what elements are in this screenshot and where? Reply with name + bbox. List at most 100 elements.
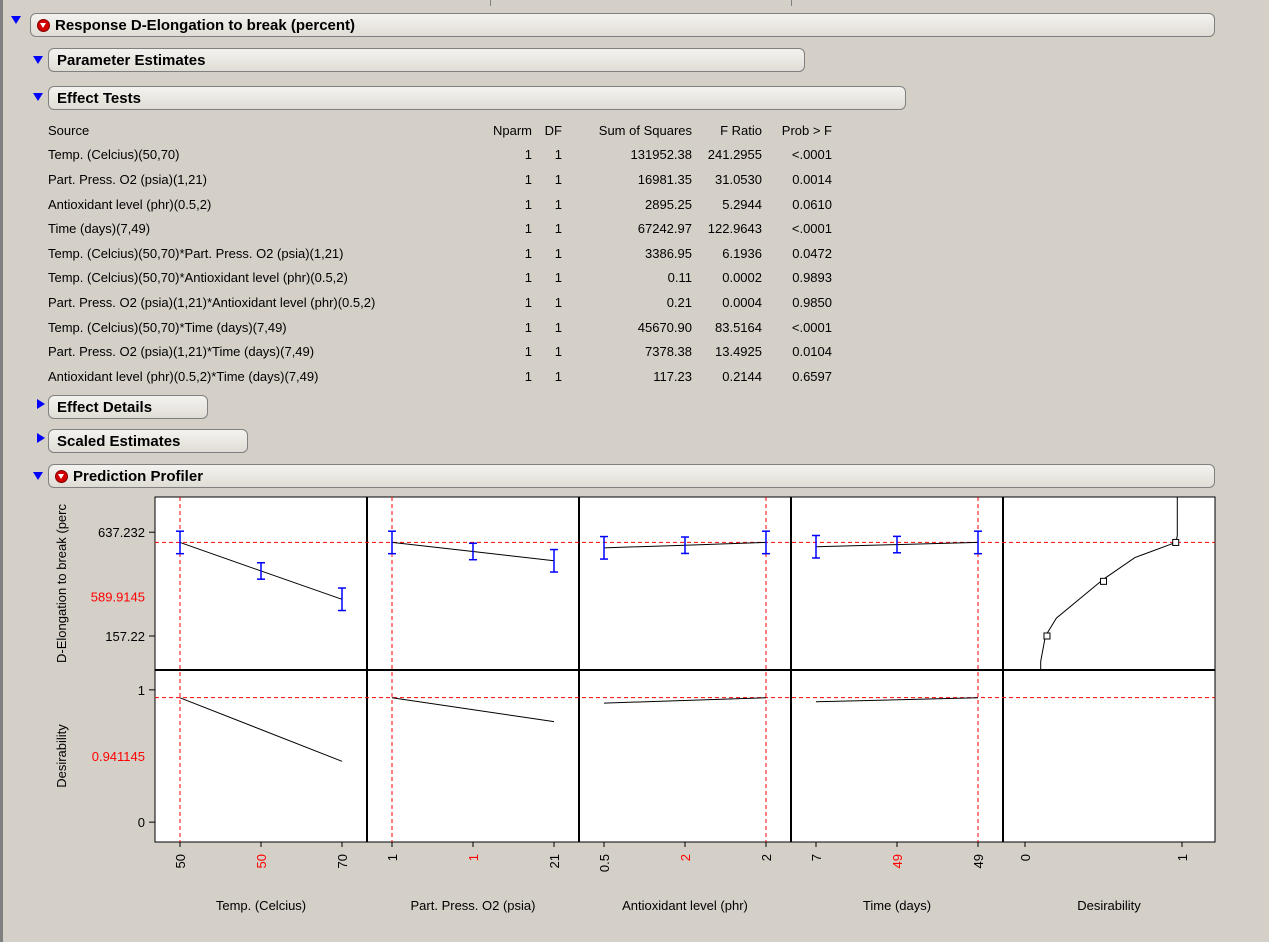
- x-tick-label: 1: [385, 854, 400, 861]
- table-cell: 0.0002: [722, 270, 762, 286]
- expand-effect-details-icon[interactable]: [37, 399, 45, 409]
- table-cell: 1: [554, 147, 562, 163]
- table-cell: Temp. (Celcius)(50,70)*Time (days)(7,49): [48, 319, 287, 335]
- table-cell: 0.21: [666, 294, 692, 310]
- scaled-estimates-header[interactable]: Scaled Estimates: [48, 429, 248, 453]
- top-scroll-remnant: [490, 0, 792, 6]
- table-cell: 1: [524, 319, 532, 335]
- table-cell: 0.0004: [722, 294, 762, 310]
- current-factor-value: 1: [466, 854, 481, 861]
- column-header[interactable]: Source: [48, 122, 90, 138]
- table-cell: 0.6597: [792, 368, 832, 384]
- table-cell: 117.23: [653, 368, 692, 384]
- collapse-prediction-profiler-icon[interactable]: [33, 472, 43, 480]
- column-header[interactable]: F Ratio: [720, 122, 762, 138]
- x-tick-label: 0.5: [597, 854, 612, 872]
- table-row: Time (days)(7,49) 1 1 67242.97 122.9643 <.000…: [44, 216, 836, 241]
- desirability-handle: [1100, 577, 1107, 585]
- table-cell: 0.0610: [792, 196, 832, 212]
- x-tick-label: 50: [173, 854, 188, 868]
- scaled-estimates-title: Scaled Estimates: [57, 433, 181, 450]
- effect-details-title: Effect Details: [57, 399, 153, 416]
- table-cell: 1: [524, 245, 532, 261]
- table-cell: 3386.95: [645, 245, 692, 261]
- parameter-estimates-title: Parameter Estimates: [57, 52, 206, 69]
- current-factor-value: 49: [890, 854, 905, 868]
- column-header[interactable]: Sum of Squares: [598, 122, 692, 138]
- table-row: Temp. (Celcius)(50,70)*Time (days)(7,49)…: [44, 315, 836, 340]
- table-cell: 0.0472: [792, 245, 832, 261]
- table-cell: 122.9643: [707, 221, 762, 237]
- expand-scaled-estimates-icon[interactable]: [37, 433, 45, 443]
- report-title: Response D-Elongation to break (percent): [55, 17, 356, 34]
- red-menu-icon[interactable]: [37, 19, 50, 32]
- table-cell: 241.2955: [707, 147, 762, 163]
- table-cell: 1: [554, 344, 562, 360]
- table-row: Temp. (Celcius)(50,70) 1 1 131952.38 241.295…: [44, 143, 836, 168]
- table-cell: 1: [524, 344, 532, 360]
- desirability-curve: [603, 697, 767, 704]
- table-cell: 1: [524, 368, 532, 384]
- factor-axis-label: Part. Press. O2 (psia): [411, 898, 536, 913]
- table-row: Antioxidant level (phr)(0.5,2) 1 1 2895.25 5…: [44, 192, 836, 217]
- effect-details-header[interactable]: Effect Details: [48, 395, 208, 419]
- table-row: Part. Press. O2 (psia)(1,21) 1 1 16981.35 31…: [44, 167, 836, 192]
- collapse-report-icon[interactable]: [11, 16, 21, 24]
- table-cell: 31.0530: [715, 171, 762, 187]
- table-cell: 1: [554, 171, 562, 187]
- table-cell: 0.0014: [792, 171, 832, 187]
- desirability-handle: [1172, 538, 1180, 546]
- table-row: Temp. (Celcius)(50,70)*Part. Press. O2 (…: [44, 241, 836, 266]
- red-menu-icon[interactable]: [55, 470, 68, 483]
- table-cell: 0.11: [667, 270, 692, 286]
- x-tick-label: 0: [1018, 854, 1033, 861]
- table-cell: 45670.90: [637, 319, 692, 335]
- y-tick-label: 1: [138, 683, 145, 698]
- current-factor-value: 50: [254, 854, 269, 868]
- table-cell: Part. Press. O2 (psia)(1,21)*Time (days)…: [48, 344, 315, 360]
- column-header[interactable]: DF: [544, 122, 562, 138]
- column-header[interactable]: Prob > F: [781, 122, 832, 138]
- table-cell: 7378.38: [645, 344, 692, 360]
- table-cell: Part. Press. O2 (psia)(1,21): [48, 171, 207, 187]
- prediction-profiler-header[interactable]: Prediction Profiler: [48, 464, 1215, 488]
- table-cell: 83.5164: [715, 319, 762, 335]
- table-cell: 1: [554, 319, 562, 335]
- prediction-profiler-title: Prediction Profiler: [73, 468, 204, 485]
- collapse-parameter-estimates-icon[interactable]: [33, 56, 43, 64]
- desirability-curve: [815, 697, 979, 703]
- factor-axis-label: Time (days): [863, 898, 931, 913]
- table-cell: 0.9850: [792, 294, 832, 310]
- table-cell: 0.0104: [792, 344, 832, 360]
- collapse-effect-tests-icon[interactable]: [33, 93, 43, 101]
- column-header[interactable]: Nparm: [492, 122, 532, 138]
- effect-tests-header[interactable]: Effect Tests: [48, 86, 906, 110]
- table-cell: Time (days)(7,49): [48, 221, 151, 237]
- y-axis-label: D-Elongation to break (perc: [54, 504, 69, 663]
- parameter-estimates-header[interactable]: Parameter Estimates: [48, 48, 805, 72]
- table-cell: 1: [554, 221, 562, 237]
- table-cell: 1: [524, 196, 532, 212]
- desirability-curve: [179, 697, 343, 762]
- table-cell: 2895.25: [645, 196, 692, 212]
- y-tick-label: 0: [138, 815, 145, 830]
- table-cell: 5.2944: [722, 196, 762, 212]
- table-row: Part. Press. O2 (psia)(1,21)*Antioxidant…: [44, 290, 836, 315]
- table-cell: 6.1936: [722, 245, 762, 261]
- table-cell: 16981.35: [637, 171, 692, 187]
- table-cell: Part. Press. O2 (psia)(1,21)*Antioxidant…: [48, 294, 376, 310]
- table-cell: 131952.38: [630, 147, 692, 163]
- factor-axis-label: Antioxidant level (phr): [622, 898, 748, 913]
- table-cell: 1: [524, 270, 532, 286]
- table-cell: 67242.97: [637, 221, 692, 237]
- report-header[interactable]: Response D-Elongation to break (percent): [30, 13, 1215, 37]
- table-cell: 1: [524, 221, 532, 237]
- table-cell: 1: [554, 270, 562, 286]
- table-row: Temp. (Celcius)(50,70)*Antioxidant level…: [44, 266, 836, 291]
- y-tick-label: 157.22: [105, 629, 145, 644]
- current-factor-value: 2: [678, 854, 693, 861]
- table-cell: 1: [554, 196, 562, 212]
- table-cell: <.0001: [791, 221, 832, 237]
- effect-tests-table: Source Nparm DF Sum of Squares F Ratio Prob >…: [44, 118, 836, 389]
